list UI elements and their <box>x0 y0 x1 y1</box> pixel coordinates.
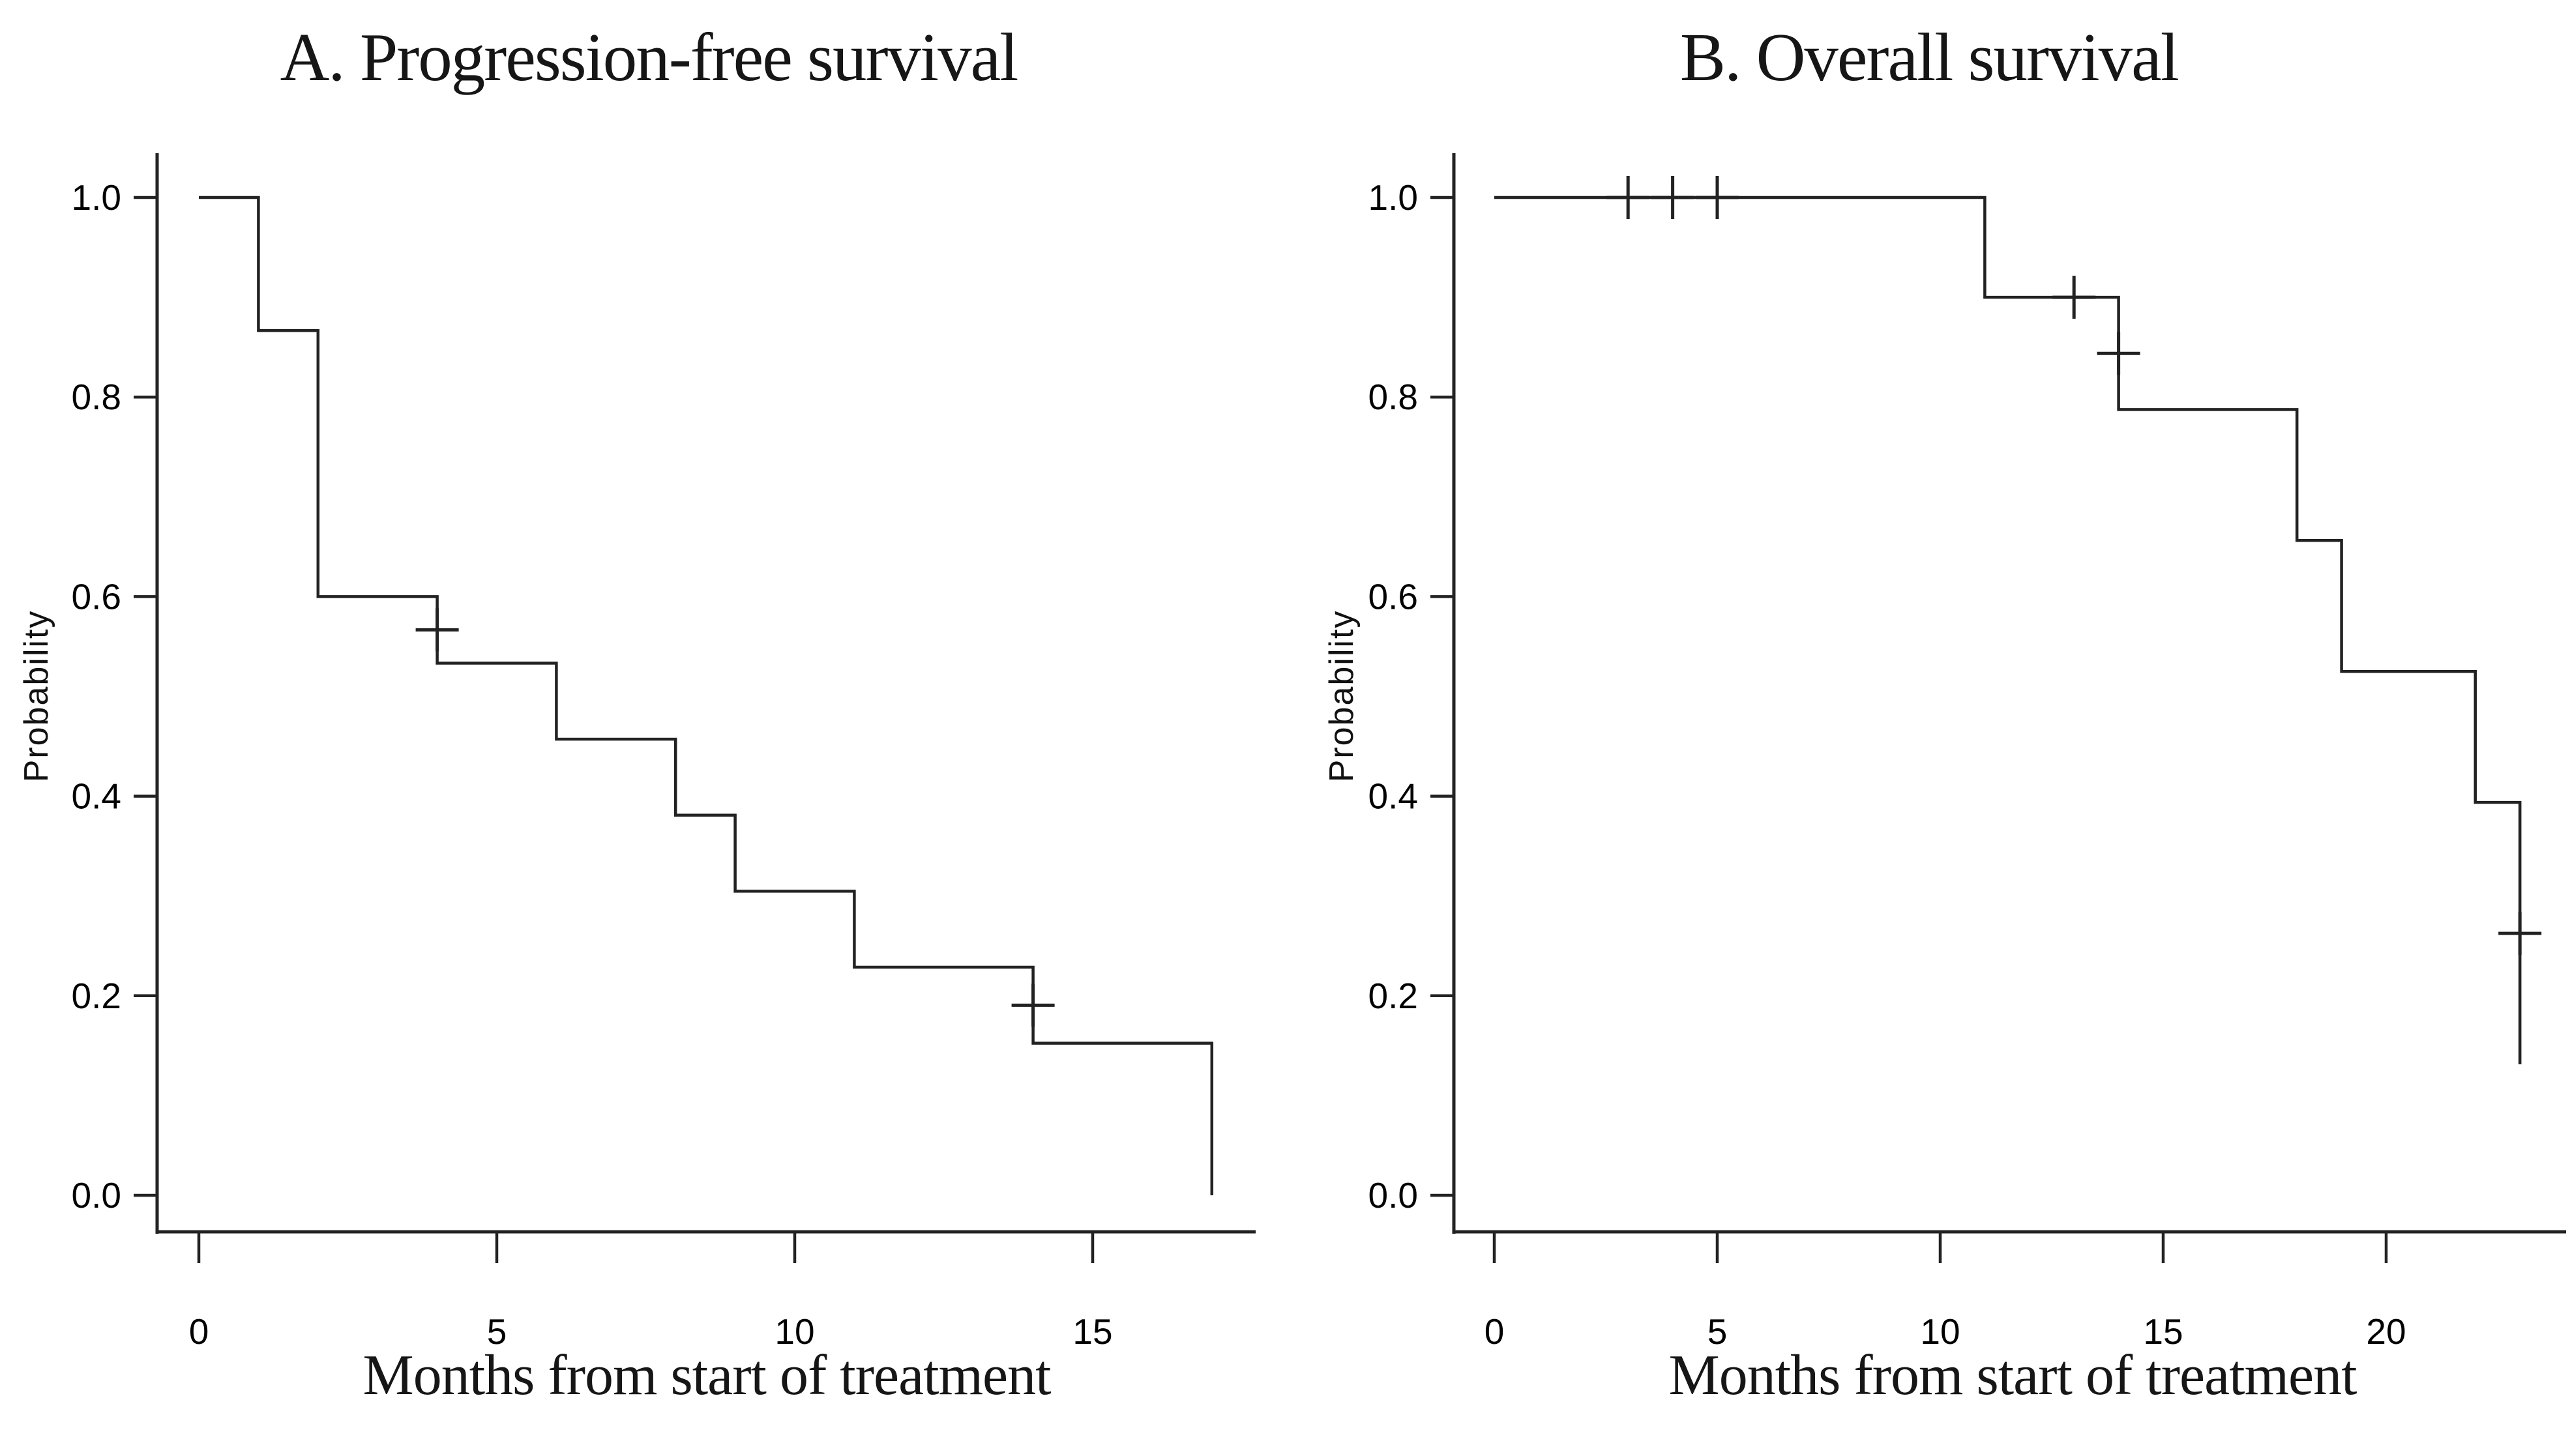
panel-b-km-curve <box>1494 196 2522 1065</box>
panel-a-censor-marks <box>415 608 1055 1027</box>
panel-b-x-tick-label: 20 <box>2366 1311 2406 1352</box>
panel-a-y-ticks: 1.0 0.8 0.6 0.4 0.2 0.0 <box>72 177 157 1216</box>
panel-a-y-tick-label: 0.6 <box>72 576 121 617</box>
panel-b-y-ticks: 1.0 0.8 0.6 0.4 0.2 0.0 <box>1368 177 1454 1216</box>
panel-b-y-tick-label: 0.0 <box>1368 1175 1418 1216</box>
panel-a-axes <box>155 153 1256 1234</box>
panel-b-x-tick-label: 15 <box>2143 1311 2183 1352</box>
panel-b-xlabel: Months from start of treatment <box>1668 1344 2357 1407</box>
panel-a-y-tick-label: 0.8 <box>72 377 121 417</box>
panel-b-title: B. Overall survival <box>1680 19 2179 95</box>
panel-a-y-tick-label: 0.0 <box>72 1175 121 1216</box>
panel-b-x-tick-label: 10 <box>1920 1311 1960 1352</box>
panel-b-y-tick-label: 1.0 <box>1368 177 1418 218</box>
panel-b-y-tick-label: 0.2 <box>1368 976 1418 1016</box>
panel-b-ylabel: Probability <box>1323 609 1361 783</box>
panel-a-y-tick-label: 0.4 <box>72 776 121 817</box>
panel-a-x-tick-label: 10 <box>775 1311 814 1352</box>
panel-b-y-tick-label: 0.8 <box>1368 377 1418 417</box>
panel-a-km-curve <box>199 196 1214 1195</box>
panel-b-y-tick-label: 0.4 <box>1368 776 1418 817</box>
panel-a-xlabel: Months from start of treatment <box>362 1344 1051 1407</box>
panel-b-censor-marks <box>1606 176 2542 955</box>
panel-a: 1.0 0.8 0.6 0.4 0.2 0.0 0 5 10 15 <box>72 153 1256 1352</box>
panel-b: 1.0 0.8 0.6 0.4 0.2 0.0 0 5 10 15 20 <box>1368 153 2566 1352</box>
panel-a-y-tick-label: 0.2 <box>72 976 121 1016</box>
panel-b-x-tick-label: 5 <box>1707 1311 1728 1352</box>
panel-a-x-tick-label: 5 <box>487 1311 507 1352</box>
panel-b-axes <box>1452 153 2566 1234</box>
panel-a-x-ticks: 0 5 10 15 <box>189 1232 1113 1352</box>
panel-b-y-tick-label: 0.6 <box>1368 576 1418 617</box>
panel-b-x-ticks: 0 5 10 15 20 <box>1484 1232 2406 1352</box>
panel-a-x-tick-label: 15 <box>1072 1311 1112 1352</box>
panel-a-ylabel: Probability <box>18 609 55 783</box>
panel-b-x-tick-label: 0 <box>1484 1311 1505 1352</box>
panel-a-title: A. Progression-free survival <box>280 19 1019 95</box>
panel-a-y-tick-label: 1.0 <box>72 177 121 218</box>
panel-a-x-tick-label: 0 <box>189 1311 209 1352</box>
